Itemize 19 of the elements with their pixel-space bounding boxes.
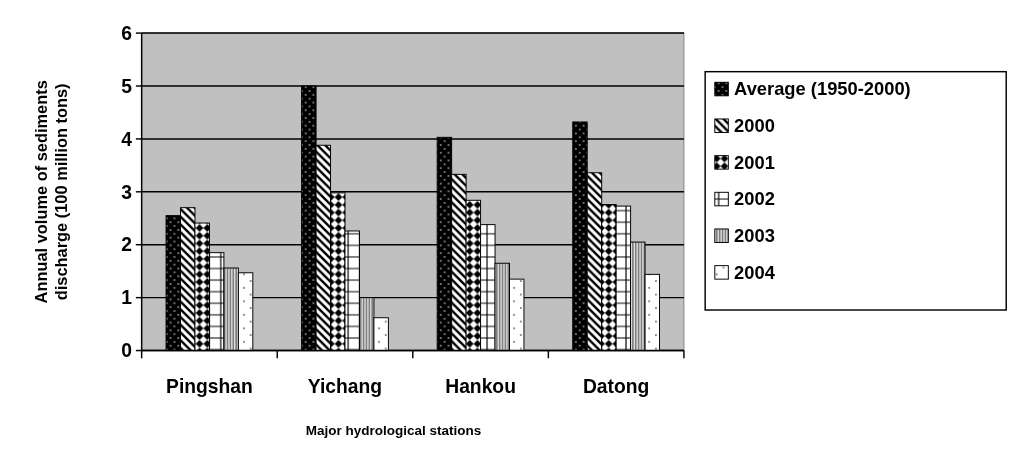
x-tick-label: Datong — [582, 376, 650, 397]
legend-label: 2002 — [734, 188, 775, 210]
y-axis-title: Annual volume of sediments discharge (100 million tons) — [32, 80, 71, 304]
y-tick-label: 2 — [121, 234, 132, 256]
y-tick-label: 4 — [121, 128, 133, 150]
y-tick-label: 0 — [121, 340, 132, 362]
y-tick-label: 5 — [121, 75, 133, 97]
x-tick-label: Yichang — [307, 376, 383, 397]
x-tick-label: Pingshan — [166, 376, 253, 397]
legend-label: 2001 — [734, 151, 775, 173]
legend-label: Average (1950-2000) — [734, 78, 911, 100]
legend-label: 2000 — [734, 115, 775, 137]
y-tick-label: 3 — [121, 181, 133, 203]
x-tick-label: Hankou — [445, 376, 516, 397]
y-tick-label: 6 — [121, 22, 133, 44]
y-tick-label: 1 — [121, 287, 133, 309]
legend-label: 2003 — [734, 225, 775, 247]
legend-label: 2004 — [734, 261, 776, 283]
x-axis-title: Major hydrological stations — [305, 423, 482, 439]
